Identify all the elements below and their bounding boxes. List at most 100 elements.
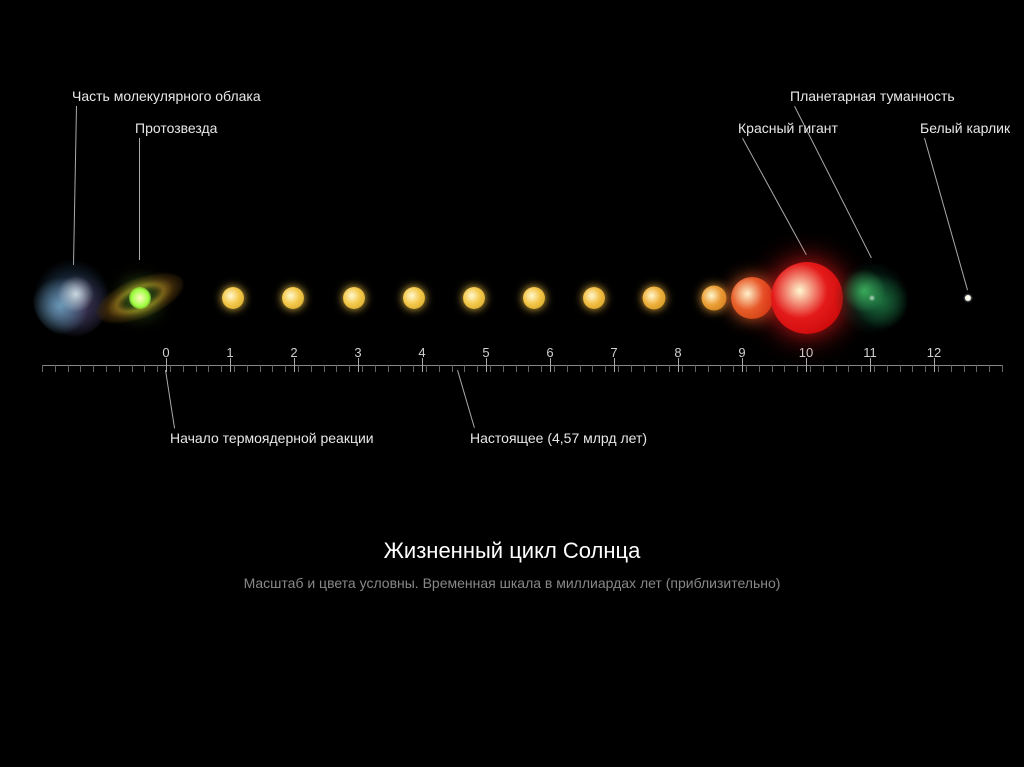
axis-tick-minor <box>439 365 440 372</box>
axis-tick-label: 9 <box>738 345 745 360</box>
axis-tick-minor <box>784 365 785 372</box>
star-s5 <box>523 287 545 309</box>
axis-tick-minor <box>938 365 939 372</box>
axis-tick-minor <box>669 365 670 372</box>
axis-tick-major <box>614 358 615 372</box>
axis-tick-minor <box>836 365 837 372</box>
axis-tick-label: 2 <box>290 345 297 360</box>
axis-tick-minor <box>426 365 427 372</box>
axis-tick-minor <box>400 365 401 372</box>
axis-tick-minor <box>375 365 376 372</box>
label-white-dwarf: Белый карлик <box>920 120 1010 136</box>
label-protostar: Протозвезда <box>135 120 217 136</box>
star-s9 <box>731 277 773 319</box>
axis-tick-minor <box>1002 365 1003 372</box>
axis-tick-minor <box>516 365 517 372</box>
label-red-giant: Красный гигант <box>738 120 838 136</box>
protostar-core-icon <box>129 287 151 309</box>
axis-tick-minor <box>759 365 760 372</box>
axis-tick-major <box>678 358 679 372</box>
diagram-title: Жизненный цикл Солнца <box>0 538 1024 564</box>
axis-tick-label: 7 <box>610 345 617 360</box>
axis-tick-minor <box>964 365 965 372</box>
leader-line <box>924 138 968 290</box>
axis-tick-minor <box>708 365 709 372</box>
leader-line <box>742 138 807 255</box>
axis-tick-minor <box>925 365 926 372</box>
axis-tick-minor <box>42 365 43 372</box>
axis-tick-minor <box>912 365 913 372</box>
axis-tick-major <box>486 358 487 372</box>
axis-tick-minor <box>874 365 875 372</box>
axis-tick-label: 4 <box>418 345 425 360</box>
axis-tick-minor <box>861 365 862 372</box>
axis-tick-label: 12 <box>927 345 941 360</box>
axis-tick-minor <box>285 365 286 372</box>
axis-tick-minor <box>132 365 133 372</box>
axis-tick-minor <box>247 365 248 372</box>
axis-tick-minor <box>93 365 94 372</box>
leader-line <box>139 138 140 260</box>
axis-tick-minor <box>452 365 453 372</box>
axis-tick-minor <box>720 365 721 372</box>
star-s3 <box>403 287 425 309</box>
star-redgiant <box>771 262 843 334</box>
axis-tick-minor <box>311 365 312 372</box>
axis-tick-minor <box>554 365 555 372</box>
axis-tick-minor <box>490 365 491 372</box>
leader-line <box>73 106 77 265</box>
axis-tick-minor <box>567 365 568 372</box>
axis-tick-minor <box>848 365 849 372</box>
axis-tick-minor <box>196 365 197 372</box>
label-molecular-cloud: Часть молекулярного облака <box>72 88 261 104</box>
axis-tick-major <box>550 358 551 372</box>
axis-tick-minor <box>208 365 209 372</box>
axis-tick-minor <box>580 365 581 372</box>
axis-tick-minor <box>336 365 337 372</box>
axis-tick-minor <box>989 365 990 372</box>
axis-tick-minor <box>541 365 542 372</box>
axis-tick-minor <box>80 365 81 372</box>
axis-tick-major <box>934 358 935 372</box>
axis-tick-minor <box>272 365 273 372</box>
axis-tick-minor <box>119 365 120 372</box>
diagram-subtitle: Масштаб и цвета условны. Временная шкала… <box>0 575 1024 591</box>
axis-tick-major <box>870 358 871 372</box>
star-wdwarf <box>965 295 971 301</box>
star-s7 <box>643 287 666 310</box>
label-fusion-start: Начало термоядерной реакции <box>170 430 374 446</box>
axis-tick-minor <box>349 365 350 372</box>
label-planetary-nebula: Планетарная туманность <box>790 88 955 104</box>
axis-tick-minor <box>823 365 824 372</box>
axis-tick-minor <box>605 365 606 372</box>
axis-tick-minor <box>388 365 389 372</box>
axis-tick-minor <box>503 365 504 372</box>
axis-tick-major <box>742 358 743 372</box>
axis-tick-label: 11 <box>863 345 877 360</box>
axis-tick-minor <box>362 365 363 372</box>
axis-tick-minor <box>644 365 645 372</box>
axis-tick-minor <box>810 365 811 372</box>
axis-tick-minor <box>887 365 888 372</box>
axis-tick-minor <box>656 365 657 372</box>
axis-tick-minor <box>183 365 184 372</box>
axis-tick-major <box>806 358 807 372</box>
star-s1 <box>282 287 304 309</box>
axis-tick-major <box>294 358 295 372</box>
axis-tick-minor <box>900 365 901 372</box>
axis-tick-minor <box>234 365 235 372</box>
axis-tick-label: 6 <box>546 345 553 360</box>
axis-tick-minor <box>221 365 222 372</box>
planetary-nebula-icon <box>834 263 910 333</box>
axis-tick-minor <box>144 365 145 372</box>
axis-tick-major <box>422 358 423 372</box>
axis-tick-minor <box>797 365 798 372</box>
axis-tick-label: 8 <box>674 345 681 360</box>
axis-tick-minor <box>976 365 977 372</box>
axis-tick-minor <box>592 365 593 372</box>
axis-tick-minor <box>618 365 619 372</box>
axis-tick-label: 1 <box>226 345 233 360</box>
axis-tick-minor <box>170 365 171 372</box>
leader-line <box>457 370 475 428</box>
axis-tick-minor <box>631 365 632 372</box>
